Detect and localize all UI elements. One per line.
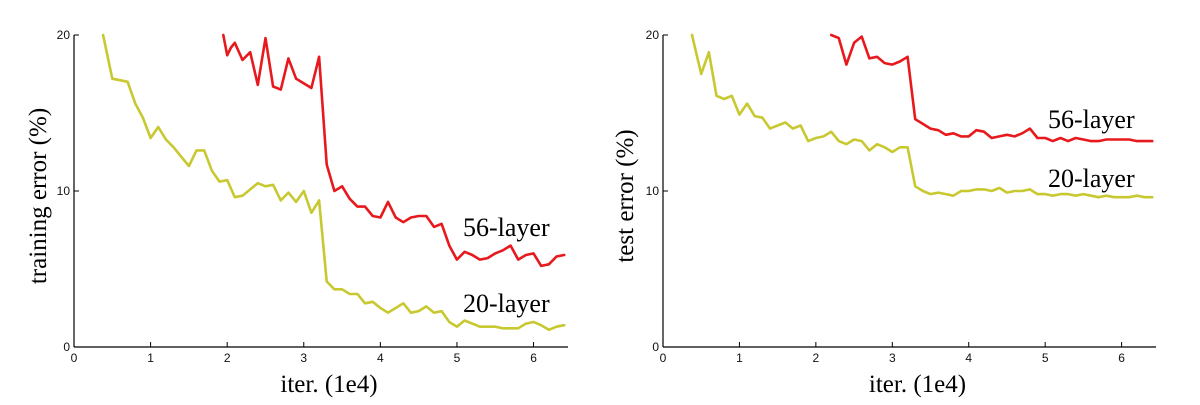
chart-test-error: 0 1 2 3 4 5 6 0 10 20 iter. (1e4) test error (%) 56-…: [612, 28, 1156, 398]
y-tick-label: 20: [646, 28, 660, 42]
x-tick-label: 6: [1118, 351, 1125, 365]
y-tick-label: 0: [652, 340, 659, 354]
series-line-56-layer: [222, 33, 566, 268]
x-tick-label: 1: [147, 351, 154, 365]
series-line-20-layer: [101, 33, 566, 332]
y-axis-title: test error (%): [612, 129, 639, 262]
x-tick-label: 2: [224, 351, 231, 365]
series-label: 56-layer: [463, 213, 550, 242]
x-tick-label: 6: [530, 351, 537, 365]
series-label: 20-layer: [1048, 164, 1135, 193]
x-tick-label: 0: [71, 351, 78, 365]
y-tick-label: 20: [57, 28, 71, 42]
x-tick-label: 5: [454, 351, 461, 365]
x-tick-label: 4: [377, 351, 384, 365]
x-tick-label: 5: [1042, 351, 1049, 365]
x-tick-label: 1: [736, 351, 743, 365]
x-tick-label: 2: [813, 351, 820, 365]
y-tick-label: 10: [57, 184, 71, 198]
x-tick-label: 3: [889, 351, 896, 365]
y-tick-label: 10: [646, 184, 660, 198]
series-line-20-layer: [690, 33, 1154, 199]
y-tick-label: 0: [63, 340, 70, 354]
x-axis-title: iter. (1e4): [280, 371, 377, 398]
chart-training-error: 0 1 2 3 4 5 6 0 10 20 iter. (1e4) training error (%…: [25, 28, 568, 398]
x-axis-title: iter. (1e4): [869, 371, 966, 398]
x-tick-label: 0: [660, 351, 667, 365]
x-tick-label: 3: [300, 351, 307, 365]
y-axis-title: training error (%): [25, 108, 52, 284]
series-label: 20-layer: [463, 289, 550, 318]
series-label: 56-layer: [1048, 105, 1135, 134]
x-tick-label: 4: [965, 351, 972, 365]
series-line-56-layer: [829, 33, 1154, 143]
